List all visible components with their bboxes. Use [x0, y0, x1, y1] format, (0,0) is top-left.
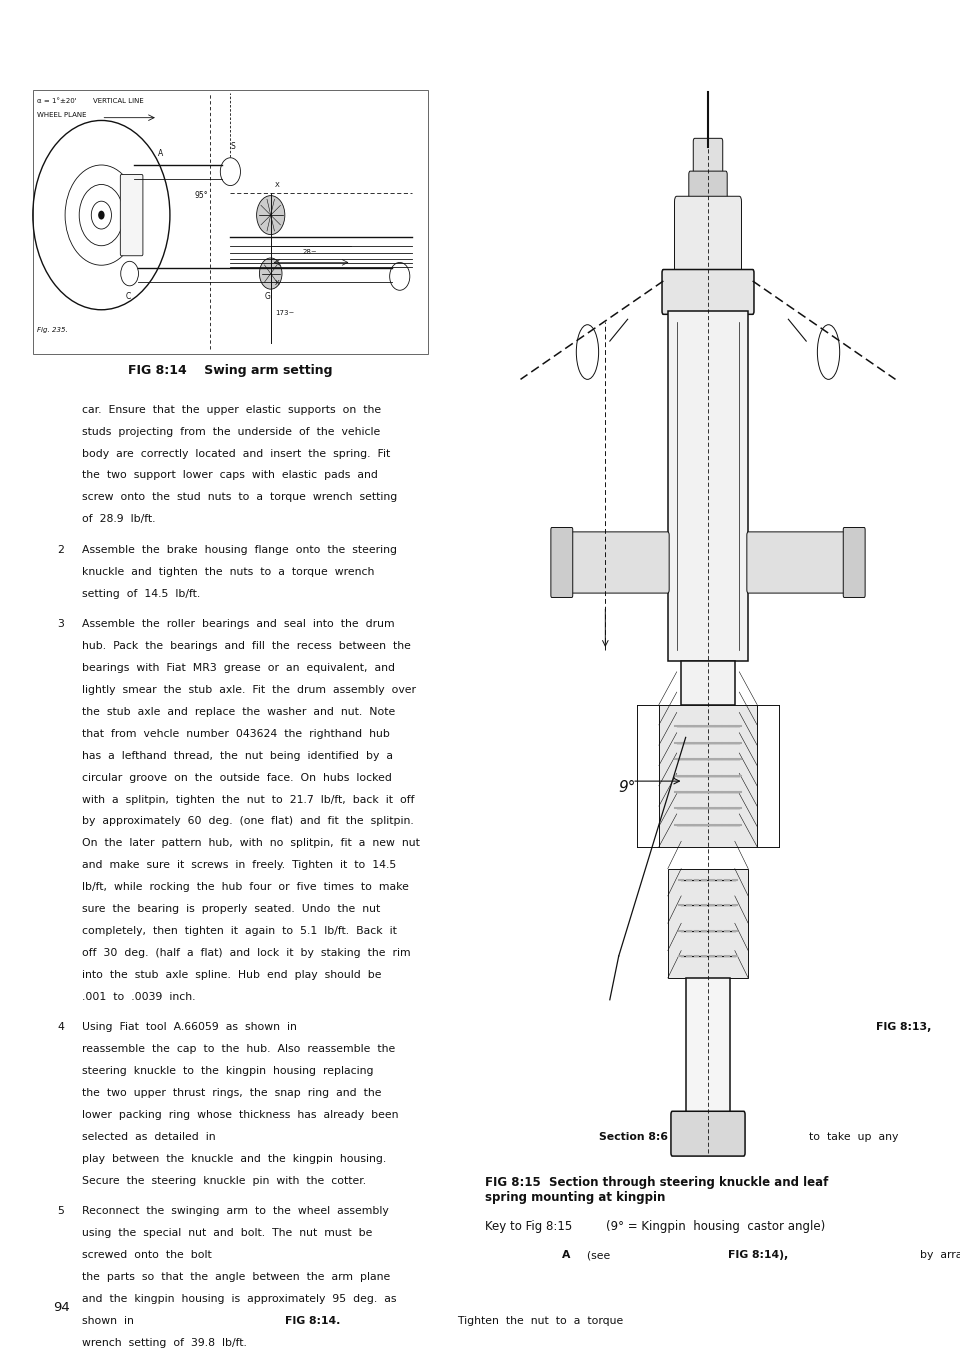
Text: X: X: [275, 280, 279, 285]
Text: completely,  then  tighten  it  again  to  5.1  lb/ft.  Back  it: completely, then tighten it again to 5.1…: [82, 926, 396, 936]
FancyBboxPatch shape: [843, 527, 865, 598]
Text: FIG 8:13,: FIG 8:13,: [876, 1023, 931, 1032]
FancyBboxPatch shape: [671, 1111, 745, 1156]
Text: VERTICAL LINE: VERTICAL LINE: [93, 98, 144, 105]
Text: by  arranging: by arranging: [913, 1249, 960, 1260]
Text: has  a  lefthand  thread,  the  nut  being  identified  by  a: has a lefthand thread, the nut being ide…: [82, 751, 393, 760]
Text: off  30  deg.  (half  a  flat)  and  lock  it  by  staking  the  rim: off 30 deg. (half a flat) and lock it by…: [82, 948, 411, 957]
Text: car.  Ensure  that  the  upper  elastic  supports  on  the: car. Ensure that the upper elastic suppo…: [82, 405, 381, 414]
FancyBboxPatch shape: [662, 269, 754, 314]
Text: Fig. 235.: Fig. 235.: [36, 327, 67, 333]
Text: 9°: 9°: [619, 779, 636, 794]
Text: setting  of  14.5  lb/ft.: setting of 14.5 lb/ft.: [82, 589, 201, 599]
Text: body  are  correctly  located  and  insert  the  spring.  Fit: body are correctly located and insert th…: [82, 448, 391, 459]
Text: selected  as  detailed  in: selected as detailed in: [82, 1131, 223, 1142]
Text: S: S: [230, 143, 235, 151]
Text: into  the  stub  axle  spline.  Hub  end  play  should  be: into the stub axle spline. Hub end play …: [82, 970, 381, 979]
Text: and  make  sure  it  screws  in  freely.  Tighten  it  to  14.5: and make sure it screws in freely. Tight…: [82, 860, 396, 870]
Text: C: C: [126, 292, 131, 300]
Text: that  from  vehcle  number  043624  the  righthand  hub: that from vehcle number 043624 the right…: [82, 729, 390, 739]
Text: using  the  special  nut  and  bolt.  The  nut  must  be: using the special nut and bolt. The nut …: [82, 1228, 372, 1238]
Text: by  approximately  60  deg.  (one  flat)  and  fit  the  splitpin.: by approximately 60 deg. (one flat) and …: [82, 816, 414, 827]
Text: On  the  later  pattern  hub,  with  no  splitpin,  fit  a  new  nut: On the later pattern hub, with no splitp…: [82, 838, 420, 849]
FancyBboxPatch shape: [659, 705, 757, 847]
Text: to  take  up  any: to take up any: [802, 1131, 899, 1142]
Text: the  two  support  lower  caps  with  elastic  pads  and: the two support lower caps with elastic …: [82, 470, 378, 481]
FancyBboxPatch shape: [685, 978, 731, 1120]
Text: screw  onto  the  stud  nuts  to  a  torque  wrench  setting: screw onto the stud nuts to a torque wre…: [82, 493, 397, 502]
Text: WHEEL PLANE: WHEEL PLANE: [36, 113, 86, 118]
Text: 94: 94: [53, 1301, 69, 1313]
Text: 95°: 95°: [194, 191, 207, 201]
Text: steering  knuckle  to  the  kingpin  housing  replacing: steering knuckle to the kingpin housing …: [82, 1066, 373, 1076]
Text: wrench  setting  of  39.8  lb/ft.: wrench setting of 39.8 lb/ft.: [82, 1338, 247, 1347]
Text: 173~: 173~: [275, 311, 294, 316]
Text: knuckle  and  tighten  the  nuts  to  a  torque  wrench: knuckle and tighten the nuts to a torque…: [82, 566, 374, 577]
FancyBboxPatch shape: [747, 532, 848, 593]
Text: FIG 8:14    Swing arm setting: FIG 8:14 Swing arm setting: [128, 364, 333, 378]
FancyBboxPatch shape: [568, 532, 669, 593]
Text: play  between  the  knuckle  and  the  kingpin  housing.: play between the knuckle and the kingpin…: [82, 1154, 386, 1164]
Text: of  28.9  lb/ft.: of 28.9 lb/ft.: [82, 515, 156, 524]
Text: FIG 8:14.: FIG 8:14.: [285, 1316, 341, 1325]
Text: lb/ft,  while  rocking  the  hub  four  or  five  times  to  make: lb/ft, while rocking the hub four or fiv…: [82, 883, 409, 892]
Text: circular  groove  on  the  outside  face.  On  hubs  locked: circular groove on the outside face. On …: [82, 773, 392, 782]
Text: the  parts  so  that  the  angle  between  the  arm  plane: the parts so that the angle between the …: [82, 1272, 391, 1282]
Text: 3: 3: [58, 619, 64, 629]
Text: with  a  splitpin,  tighten  the  nut  to  21.7  lb/ft,  back  it  off: with a splitpin, tighten the nut to 21.7…: [82, 794, 415, 804]
Text: the  stub  axle  and  replace  the  washer  and  nut.  Note: the stub axle and replace the washer and…: [82, 708, 396, 717]
Text: bearings  with  Fiat  MR3  grease  or  an  equivalent,  and: bearings with Fiat MR3 grease or an equi…: [82, 663, 396, 674]
Text: Key to Fig 8:15         (9° = Kingpin  housing  castor angle): Key to Fig 8:15 (9° = Kingpin housing ca…: [485, 1219, 825, 1233]
Text: (see: (see: [581, 1249, 617, 1260]
Text: 5: 5: [58, 1206, 64, 1217]
Circle shape: [256, 196, 285, 235]
Text: reassemble  the  cap  to  the  hub.  Also  reassemble  the: reassemble the cap to the hub. Also reas…: [82, 1044, 396, 1054]
Text: Secure  the  steering  knuckle  pin  with  the  cotter.: Secure the steering knuckle pin with the…: [82, 1176, 366, 1186]
Text: G: G: [265, 292, 271, 300]
Text: lightly  smear  the  stub  axle.  Fit  the  drum  assembly  over: lightly smear the stub axle. Fit the dru…: [82, 684, 416, 695]
Text: Tighten  the  nut  to  a  torque: Tighten the nut to a torque: [451, 1316, 623, 1325]
Text: α = 1°±20': α = 1°±20': [36, 98, 77, 105]
Text: Reconnect  the  swinging  arm  to  the  wheel  assembly: Reconnect the swinging arm to the wheel …: [82, 1206, 389, 1217]
Text: 4: 4: [58, 1023, 64, 1032]
FancyBboxPatch shape: [689, 171, 727, 205]
Text: FIG 8:15  Section through steering knuckle and leaf
spring mounting at kingpin: FIG 8:15 Section through steering knuckl…: [485, 1176, 828, 1205]
Text: Assemble  the  brake  housing  flange  onto  the  steering: Assemble the brake housing flange onto t…: [82, 545, 397, 555]
Text: 28~: 28~: [303, 249, 318, 255]
Text: Assemble  the  roller  bearings  and  seal  into  the  drum: Assemble the roller bearings and seal in…: [82, 619, 395, 629]
Text: .001  to  .0039  inch.: .001 to .0039 inch.: [82, 991, 196, 1002]
Circle shape: [259, 258, 282, 289]
Text: Section 8:6: Section 8:6: [599, 1131, 668, 1142]
Text: Using  Fiat  tool  A.66059  as  shown  in: Using Fiat tool A.66059 as shown in: [82, 1023, 304, 1032]
FancyBboxPatch shape: [120, 174, 143, 255]
Text: the  two  upper  thrust  rings,  the  snap  ring  and  the: the two upper thrust rings, the snap rin…: [82, 1088, 381, 1099]
Text: A: A: [157, 149, 163, 159]
Text: and  the  kingpin  housing  is  approximately  95  deg.  as: and the kingpin housing is approximately…: [82, 1294, 396, 1304]
Circle shape: [98, 210, 105, 220]
Text: sure  the  bearing  is  properly  seated.  Undo  the  nut: sure the bearing is properly seated. Und…: [82, 904, 380, 914]
Text: screwed  onto  the  bolt: screwed onto the bolt: [82, 1249, 219, 1260]
FancyBboxPatch shape: [682, 661, 734, 705]
Text: lower  packing  ring  whose  thickness  has  already  been: lower packing ring whose thickness has a…: [82, 1109, 398, 1120]
FancyBboxPatch shape: [693, 139, 723, 183]
Text: hub.  Pack  the  bearings  and  fill  the  recess  between  the: hub. Pack the bearings and fill the rece…: [82, 641, 411, 652]
FancyBboxPatch shape: [668, 311, 748, 661]
FancyBboxPatch shape: [668, 869, 748, 978]
Text: A: A: [562, 1249, 570, 1260]
Text: studs  projecting  from  the  underside  of  the  vehicle: studs projecting from the underside of t…: [82, 426, 380, 437]
Text: shown  in: shown in: [82, 1316, 141, 1325]
Text: FIG 8:14),: FIG 8:14),: [728, 1249, 788, 1260]
Text: X: X: [275, 182, 279, 189]
FancyBboxPatch shape: [675, 197, 741, 284]
FancyBboxPatch shape: [551, 527, 573, 598]
Text: 2: 2: [58, 545, 64, 555]
